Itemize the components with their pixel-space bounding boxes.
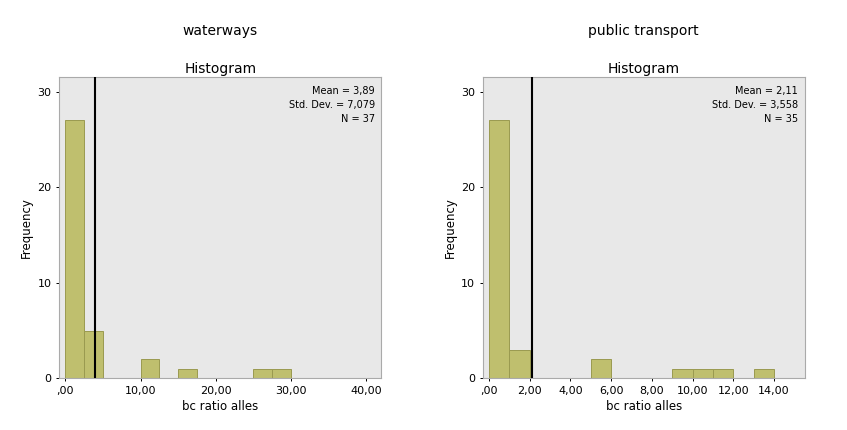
X-axis label: bc ratio alles: bc ratio alles xyxy=(182,400,258,413)
Bar xyxy=(713,369,734,378)
Y-axis label: Frequency: Frequency xyxy=(444,197,457,258)
Bar xyxy=(673,369,693,378)
Bar xyxy=(489,120,509,378)
Bar xyxy=(253,369,272,378)
Bar xyxy=(65,120,84,378)
Bar xyxy=(84,331,102,378)
Text: waterways: waterways xyxy=(183,24,257,38)
Text: Mean = 2,11
Std. Dev. = 3,558
N = 35: Mean = 2,11 Std. Dev. = 3,558 N = 35 xyxy=(712,86,798,124)
Bar xyxy=(141,359,159,378)
Bar xyxy=(272,369,291,378)
Bar xyxy=(693,369,713,378)
Bar xyxy=(754,369,774,378)
X-axis label: bc ratio alles: bc ratio alles xyxy=(606,400,682,413)
Bar xyxy=(178,369,197,378)
Y-axis label: Frequency: Frequency xyxy=(20,197,33,258)
Text: public transport: public transport xyxy=(589,24,699,38)
Title: Histogram: Histogram xyxy=(607,62,680,76)
Title: Histogram: Histogram xyxy=(184,62,257,76)
Bar xyxy=(509,350,529,378)
Bar xyxy=(590,359,612,378)
Text: Mean = 3,89
Std. Dev. = 7,079
N = 37: Mean = 3,89 Std. Dev. = 7,079 N = 37 xyxy=(289,86,374,124)
